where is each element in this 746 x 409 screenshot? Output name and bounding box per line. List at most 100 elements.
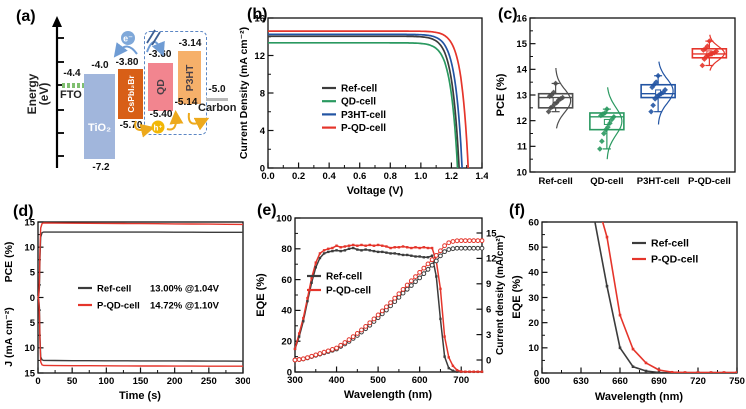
chart-eqe-band-edge: 600 630 660 690 720 750 0 10 20 30 40 50 60 Ref-cell P…	[511, 217, 745, 403]
y-tick-label: 4	[260, 126, 266, 137]
fto-energy-value: -4.4	[63, 68, 81, 79]
y2-tick-label: 0	[486, 355, 491, 366]
y-tick-label: 40	[528, 268, 539, 279]
box-violin-P3HT-cell	[640, 61, 676, 125]
qd-box: QD	[148, 63, 173, 111]
p3ht-label: P3HT	[183, 64, 196, 91]
y-axis-label: EQE (%)	[255, 273, 267, 317]
legend: Ref-cell P-QD-cell	[632, 238, 698, 266]
p3ht-box: P3HT	[178, 51, 201, 104]
x-tick-label: 50	[67, 376, 78, 387]
energy-axis-arrowhead	[52, 16, 62, 27]
y-tick-label: 10	[528, 343, 539, 354]
series-line	[606, 87, 623, 160]
x-tick-label: 1.0	[414, 171, 427, 182]
panel-letter-a: (a)	[16, 8, 36, 25]
p3ht-top-energy: -3.14	[178, 38, 202, 49]
energy-axis	[52, 16, 64, 168]
series-line	[294, 240, 482, 361]
x-tick-label: 690	[651, 376, 667, 387]
y2-tick-label: 6	[486, 304, 491, 315]
y-tick-label: 12	[516, 116, 527, 127]
tio2-label: TiO₂	[87, 122, 112, 134]
y-tick-label: 12	[254, 51, 265, 62]
axes: 300 400 500 600 700 0 20 40 60 80 100 0 3 6 9 12 15	[276, 213, 497, 386]
y2-tick-label: 9	[486, 279, 491, 290]
y-tick-label: 10	[24, 242, 35, 253]
legend-label: P-QD-cell	[97, 301, 140, 312]
legend-label: Ref-cell	[97, 284, 131, 295]
x-tick-label: 500	[370, 375, 386, 386]
qd-bottom-energy: -5.40	[149, 109, 173, 120]
carbon-energy-value: -5.0	[208, 84, 226, 95]
x-axis-label: Wavelength (nm)	[595, 391, 684, 403]
y2-tick-label: 12	[486, 254, 497, 265]
legend-label: QD-cell	[341, 97, 376, 108]
y-tick-label: 20	[528, 318, 539, 329]
tio2-box: TiO₂	[84, 74, 115, 159]
legend-label: P3HT-cell	[341, 110, 386, 121]
series	[292, 238, 485, 374]
x-tick-label: 250	[201, 376, 217, 387]
series-line	[709, 34, 725, 71]
x-tick-label: 0	[35, 376, 40, 387]
y-tick-label: 40	[281, 306, 292, 317]
x-tick-label: 660	[612, 376, 628, 387]
series-line	[268, 30, 470, 169]
y-tick-label: 11	[517, 142, 528, 153]
y-tick-label: 16	[254, 13, 265, 24]
x-tick-label: 700	[453, 375, 469, 386]
y-tick-label: 60	[528, 217, 539, 228]
y-axis-label-pce: PCE (%)	[3, 242, 15, 283]
axes: 600 630 660 690 720 750 0 10 20 30 40 50 60	[528, 217, 745, 387]
y-axis-label: EQE (%)	[511, 275, 523, 319]
y-axis-label: Current Density (mA cm⁻²)	[238, 27, 250, 159]
x-axis-label: Time (s)	[119, 390, 161, 402]
y-axis-label: PCE (%)	[495, 73, 507, 116]
series-line	[555, 67, 572, 129]
x-tick-label: 150	[133, 376, 149, 387]
y-tick-label: 5	[30, 318, 36, 329]
series-line	[294, 244, 482, 373]
panel-letter-b: (b)	[247, 6, 268, 23]
qd-top-energy: -3.60	[148, 49, 172, 60]
category-label: P3HT-cell	[637, 176, 680, 187]
chart-eqe-spectrum: 300 400 500 600 700 0 20 40 60 80 100 0 3 6 9 12 15 Ref-c…	[255, 213, 506, 401]
x-tick-label: 0.8	[384, 171, 397, 182]
legend: Ref-cell 13.00% @1.04V P-QD-cell 14.72% @1.…	[78, 284, 220, 312]
y-tick-label: 14	[516, 65, 527, 76]
tio2-top-energy: -4.0	[91, 60, 109, 71]
series-line	[268, 35, 460, 169]
series-line	[37, 222, 244, 298]
x-tick-label: 100	[98, 376, 114, 387]
x-tick-label: 0.4	[323, 171, 337, 182]
y-tick-label: 13	[516, 90, 527, 101]
panel-a-energy-diagram: Energy (eV) -4.4 FTO -4.0 TiO₂ -7.2 -3.8…	[0, 0, 237, 200]
x-axis-label: Wavelength (nm)	[344, 389, 433, 401]
cspbi2br-box: CsPbI₂Br	[118, 69, 143, 119]
y-tick-label: 50	[528, 242, 539, 253]
panel-letter-e: (e)	[257, 202, 277, 219]
legend-note: 13.00% @1.04V	[150, 284, 220, 295]
legend-label: P-QD-cell	[341, 123, 386, 134]
y-tick-label: 0	[287, 367, 292, 378]
carbon-level-line	[206, 98, 228, 101]
axes: 0.0 0.2 0.4 0.6 0.8 1.0 1.2 1.4 0 4 8 12 16	[254, 13, 488, 182]
x-tick-label: 0.6	[353, 171, 366, 182]
x-tick-label: 300	[235, 376, 250, 387]
series-line	[594, 222, 737, 373]
x-tick-label: 720	[690, 376, 706, 387]
box-violin-QD-cell	[589, 87, 625, 160]
cspbi2br-label: CsPbI₂Br	[125, 75, 136, 113]
y-tick-label: 8	[260, 88, 265, 99]
x-tick-label: 0.2	[292, 171, 305, 182]
category-label: Ref-cell	[538, 176, 572, 187]
y-tick-label: 80	[281, 244, 292, 255]
y2-tick-label: 15	[486, 228, 497, 239]
x-tick-label: 200	[167, 376, 183, 387]
y-tick-label: 0	[260, 163, 265, 174]
chart-pce-boxplot: 10 11 12 13 14 15 16 Ref-cell QD-cell P3HT-cell P-…	[495, 13, 736, 187]
x-axis-label: Voltage (V)	[347, 185, 404, 197]
y-tick-label: 0	[30, 293, 35, 304]
